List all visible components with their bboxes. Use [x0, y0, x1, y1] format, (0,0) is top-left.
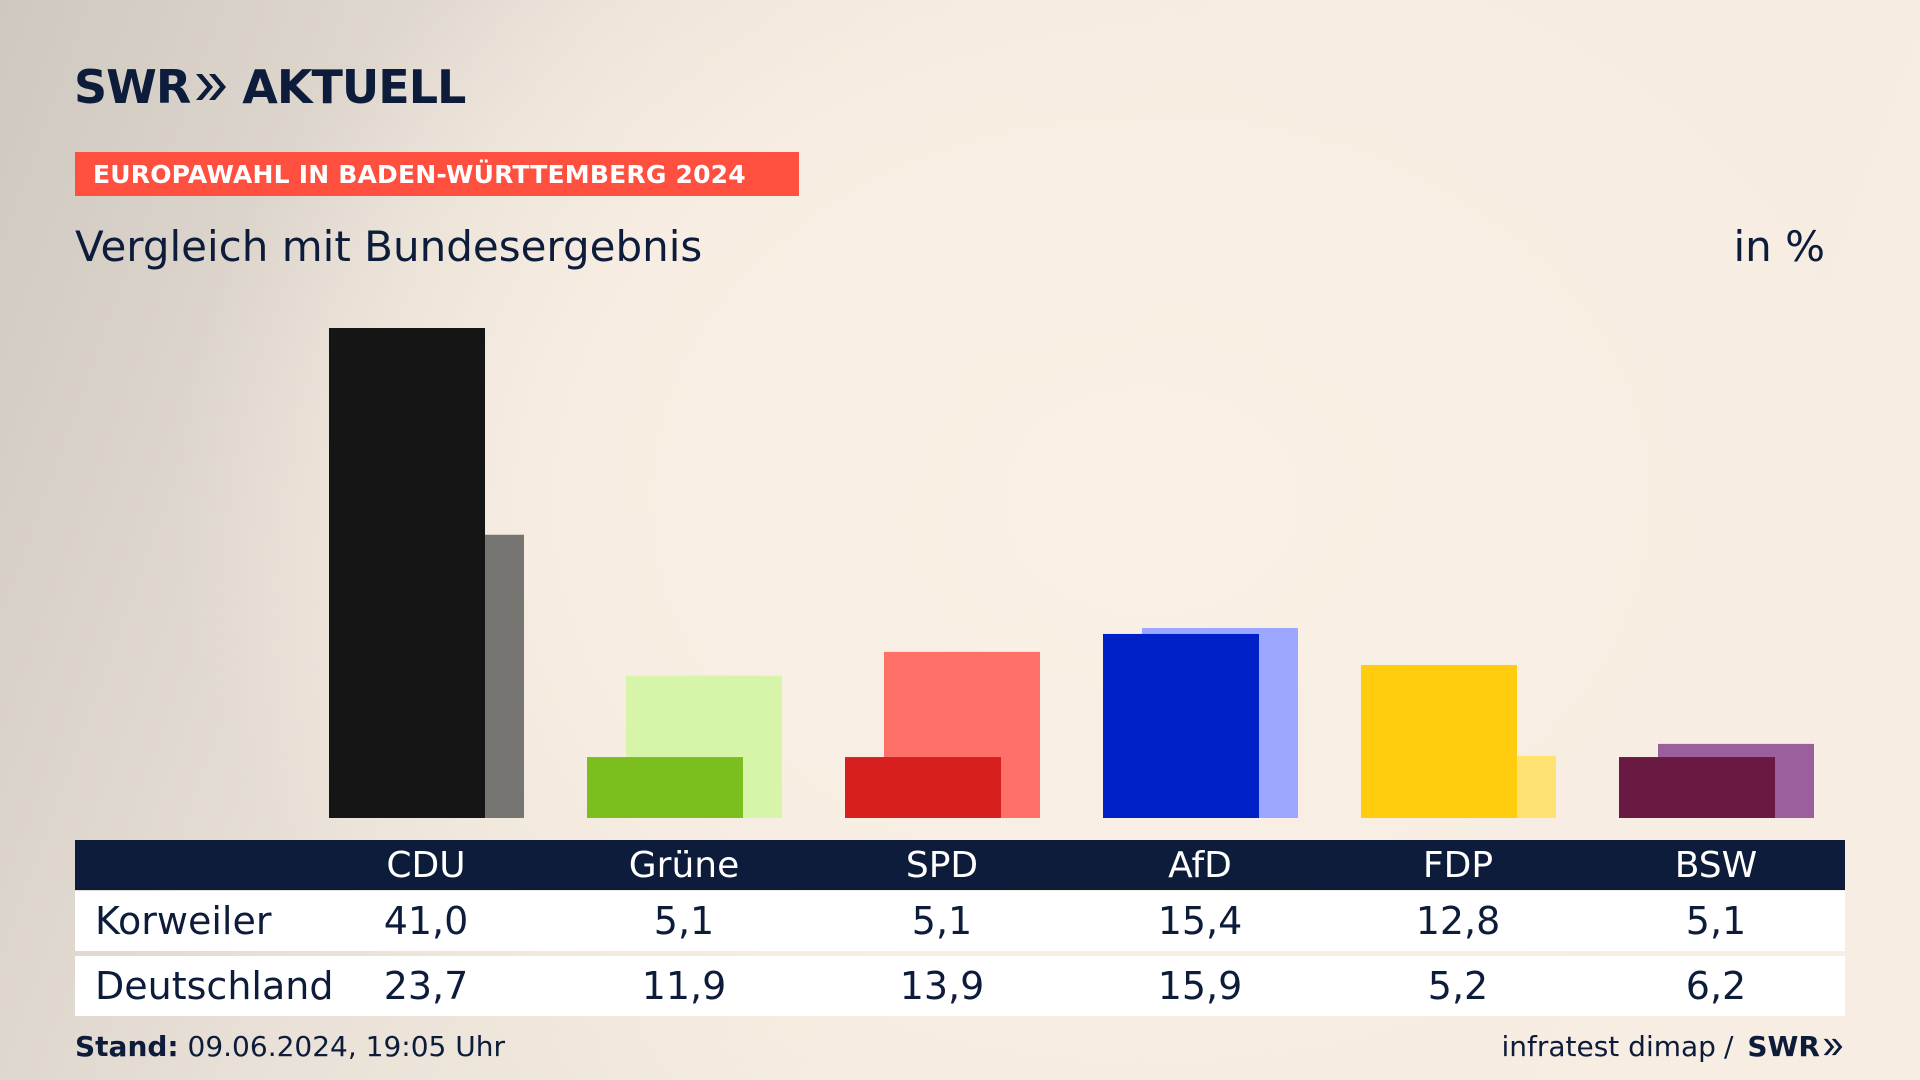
source-text: infratest dimap	[1501, 1030, 1716, 1063]
logo-aktuell-text: AKTUELL	[242, 60, 466, 114]
header-gruene: Grüne	[628, 844, 740, 886]
bar-korweiler-cdu	[329, 328, 485, 818]
value-deutschland-fdp: 5,2	[1427, 964, 1489, 1008]
value-deutschland-afd: 15,9	[1157, 964, 1243, 1008]
chart-subtitle: Vergleich mit Bundesergebnis	[75, 222, 703, 271]
bar-korweiler-spd	[845, 757, 1001, 818]
footer-chevron-icon	[1823, 1038, 1843, 1055]
footer-swr-logo: SWR	[1747, 1030, 1820, 1063]
row-label-korweiler: Korweiler	[95, 899, 272, 943]
unit-label: in %	[1733, 222, 1825, 271]
logo-swr-text: SWR	[74, 60, 191, 114]
value-korweiler-afd: 15,4	[1157, 899, 1243, 943]
bar-korweiler-fdp	[1361, 665, 1517, 818]
source-credit: infratest dimap / SWR	[1501, 1030, 1844, 1063]
header-fdp: FDP	[1422, 844, 1494, 886]
table-row-korweiler: Korweiler 41,0 5,1 5,1 15,4 12,8 5,1	[75, 891, 1845, 951]
election-headline: EUROPAWAHL IN BADEN-WÜRTTEMBERG 2024	[75, 152, 799, 196]
value-korweiler-bsw: 5,1	[1685, 899, 1747, 943]
row-label-deutschland: Deutschland	[95, 964, 334, 1008]
value-deutschland-bsw: 6,2	[1685, 964, 1747, 1008]
header-bsw: BSW	[1674, 844, 1758, 886]
source-separator: /	[1723, 1030, 1734, 1063]
value-korweiler-cdu: 41,0	[383, 899, 469, 943]
stand-value: 09.06.2024, 19:05 Uhr	[187, 1030, 505, 1063]
timestamp: Stand: 09.06.2024, 19:05 Uhr	[75, 1030, 505, 1063]
value-korweiler-gruene: 5,1	[653, 899, 715, 943]
bar-korweiler-afd	[1103, 633, 1259, 818]
header-spd: SPD	[905, 844, 979, 886]
swr-aktuell-logo: SWR AKTUELL	[74, 60, 466, 114]
double-chevron-icon	[194, 64, 228, 110]
value-deutschland-cdu: 23,7	[383, 964, 469, 1008]
bar-korweiler-bsw	[1619, 757, 1775, 818]
bar-korweiler-gruene	[587, 757, 743, 818]
value-korweiler-fdp: 12,8	[1415, 899, 1501, 943]
table-row-deutschland: Deutschland 23,7 11,9 13,9 15,9 5,2 6,2	[75, 956, 1845, 1016]
value-korweiler-spd: 5,1	[911, 899, 973, 943]
table-header-row: CDU Grüne SPD AfD FDP BSW	[75, 840, 1845, 890]
header-afd: AfD	[1168, 844, 1232, 886]
value-deutschland-gruene: 11,9	[641, 964, 727, 1008]
value-deutschland-spd: 13,9	[899, 964, 985, 1008]
stand-label: Stand:	[75, 1030, 179, 1063]
header-cdu: CDU	[386, 844, 466, 886]
